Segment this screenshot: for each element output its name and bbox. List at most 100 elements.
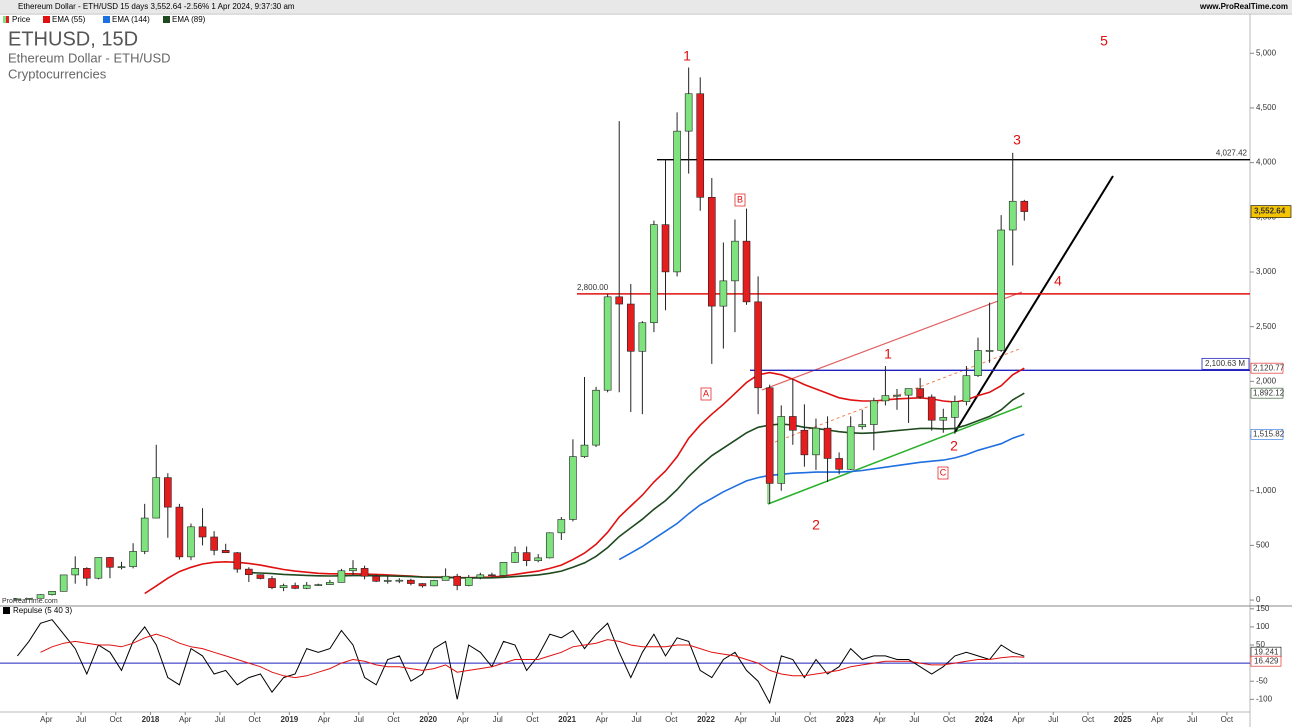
candle-body [569,456,577,520]
x-tick-label: Jul [76,715,86,724]
candle-body [314,584,323,586]
x-tick-label: Oct [526,715,539,724]
legend-swatch [3,16,6,23]
x-tick-label: Apr [318,715,331,724]
x-tick-label: Apr [735,715,748,724]
candle-body [210,536,218,551]
ema-last-label: 2,120.77 [1253,363,1285,372]
x-tick-label: Oct [248,715,261,724]
x-tick-label: Jul [215,715,225,724]
legend: Price EMA (55) EMA (144) EMA (89) [3,15,206,24]
header-site: www.ProRealTime.com [1199,2,1288,11]
candle-body [742,240,751,303]
legend-label: Price [12,15,31,24]
candle-body [661,224,670,273]
candle-body [291,585,299,589]
candle-body [499,562,508,576]
y-tick-label: 5,000 [1256,48,1277,57]
ema-line [618,433,1025,561]
wave-label: 3 [1013,132,1021,148]
y-tick-label: 500 [1256,541,1270,550]
indicator-last-box [1250,655,1282,667]
x-tick-label: Apr [457,715,470,724]
last-price-label: 3,552.64 [1254,207,1286,216]
candle-body [962,375,971,402]
level-label: 4,027.42 [1216,149,1248,158]
candle-body [789,416,797,431]
candle-body [13,598,22,601]
indicator-last-label: 16.429 [1254,656,1279,665]
category-label: Cryptocurrencies [8,66,107,81]
y-tick-label: 150 [1256,604,1270,613]
candle-body [638,322,647,352]
candle-body [256,574,265,579]
candle-body [464,577,473,586]
header-bar [0,0,1292,13]
candle-body [904,388,913,396]
candle-body [522,552,531,562]
wave-label: 2 [950,438,958,454]
candle-body [488,574,496,577]
candle-body [117,566,126,569]
legend-swatch [6,16,9,23]
y-tick-label: 2,500 [1256,322,1277,331]
candle-body [545,532,554,559]
candle-body [696,93,705,198]
legend-label: EMA (144) [112,15,150,24]
candle-body [476,574,485,578]
candle-body [233,552,242,570]
candle-body [36,594,45,599]
x-tick-label: Oct [943,715,956,724]
candle-body [684,93,693,132]
candle-body [765,387,774,484]
legend-swatch [163,16,170,23]
candle-body [221,550,230,554]
candle-body [59,574,68,592]
candle-body [25,598,33,600]
y-tick-label: 100 [1256,622,1270,631]
wave-box-label: B [737,194,743,204]
wave-label: 5 [1100,33,1108,49]
candle-body [592,389,600,446]
wave-label: 2 [812,517,820,533]
candle-body [511,552,519,563]
trend-line [954,175,1114,433]
candle-body [615,296,624,305]
candle-body [453,575,461,586]
wave-label: 1 [683,48,691,64]
candle-body [731,240,739,282]
x-tick-label: Apr [1151,715,1164,724]
box [700,387,712,401]
x-tick-label: Oct [1082,715,1095,724]
candle-body [383,580,392,582]
candle-body [407,579,415,584]
x-tick-label: Jul [1048,715,1058,724]
y-tick-label: 4,500 [1256,103,1277,112]
candle-body [418,583,427,587]
wave-label: 4 [1054,273,1062,289]
candle-body [927,396,936,421]
indicator-line [40,633,1025,679]
header-info: Ethereum Dollar - ETH/USD 15 days 3,552.… [18,2,295,11]
indicator-last-label: 19.241 [1254,647,1279,656]
legend-label: EMA (89) [172,15,206,24]
candle-body [916,388,924,398]
candle-body [870,400,878,425]
x-tick-label: Jul [770,715,780,724]
candle-body [557,519,566,534]
candle-body [106,557,114,568]
candle-body [279,585,288,589]
candle-body [1008,200,1017,231]
candle-body [881,395,890,402]
indicator-line [17,619,1025,705]
indicator-title: Repulse (5 40 3) [13,606,72,615]
candle-body [650,224,658,324]
legend-swatch [103,16,110,23]
candle-body [129,551,137,568]
legend-label: EMA (55) [52,15,86,24]
x-tick-label: Oct [1221,715,1234,724]
x-tick-label: 2022 [697,715,715,724]
y-tick-label: 50 [1256,640,1265,649]
candle-body [164,477,172,508]
ema-last-box [1250,429,1284,440]
